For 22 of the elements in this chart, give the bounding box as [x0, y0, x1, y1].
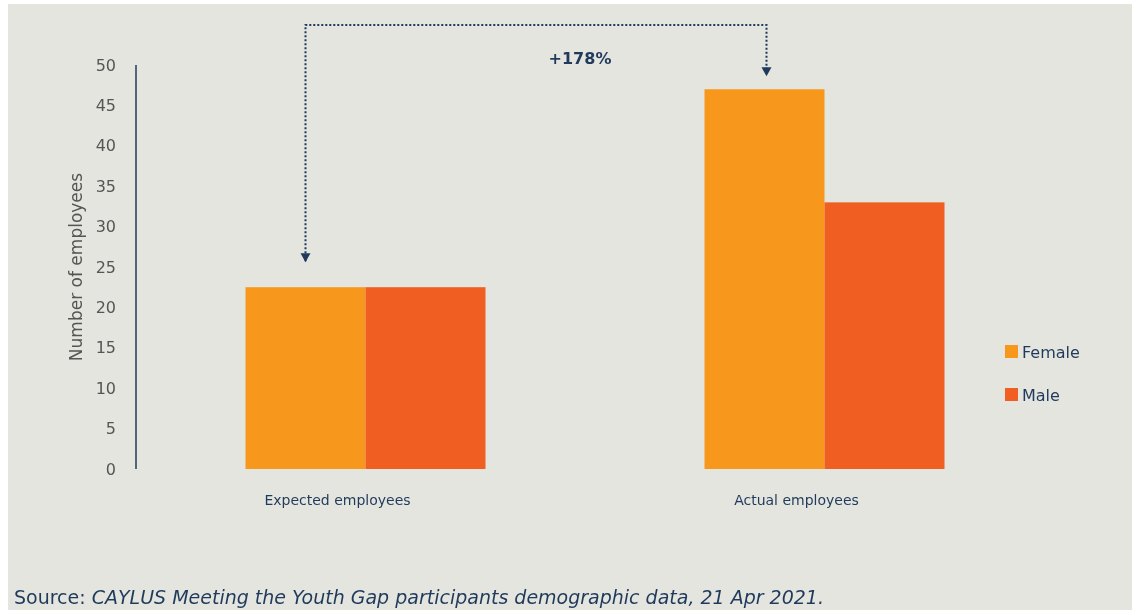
x-tick-label: Expected employees: [264, 492, 411, 508]
annotation: +178%: [548, 49, 612, 68]
legend-label: Male: [1022, 385, 1060, 405]
y-tick-label: 5: [105, 419, 116, 439]
y-tick-label: 40: [95, 136, 116, 156]
bar: [365, 287, 486, 469]
y-tick-label: 15: [95, 338, 116, 358]
y-tick-label: 45: [95, 96, 116, 115]
source-note: Source: CAYLUS Meeting the Youth Gap participants demographic data, 21 Apr 2021.: [14, 586, 824, 608]
y-tick-label: 25: [95, 257, 116, 277]
y-tick-label: 50: [95, 55, 116, 75]
y-tick-label: 20: [95, 298, 116, 317]
y-tick-label: 35: [95, 176, 116, 196]
y-axis-title: Number of employees: [66, 172, 86, 362]
y-tick-label: 0: [105, 459, 116, 479]
bar: [245, 287, 366, 469]
bar: [704, 89, 825, 469]
bar: [824, 202, 945, 469]
y-tick-label: 30: [95, 217, 116, 237]
y-tick-label: 10: [95, 378, 116, 398]
legend-label: Female: [1022, 342, 1080, 362]
x-tick-label: Actual employees: [734, 492, 859, 508]
